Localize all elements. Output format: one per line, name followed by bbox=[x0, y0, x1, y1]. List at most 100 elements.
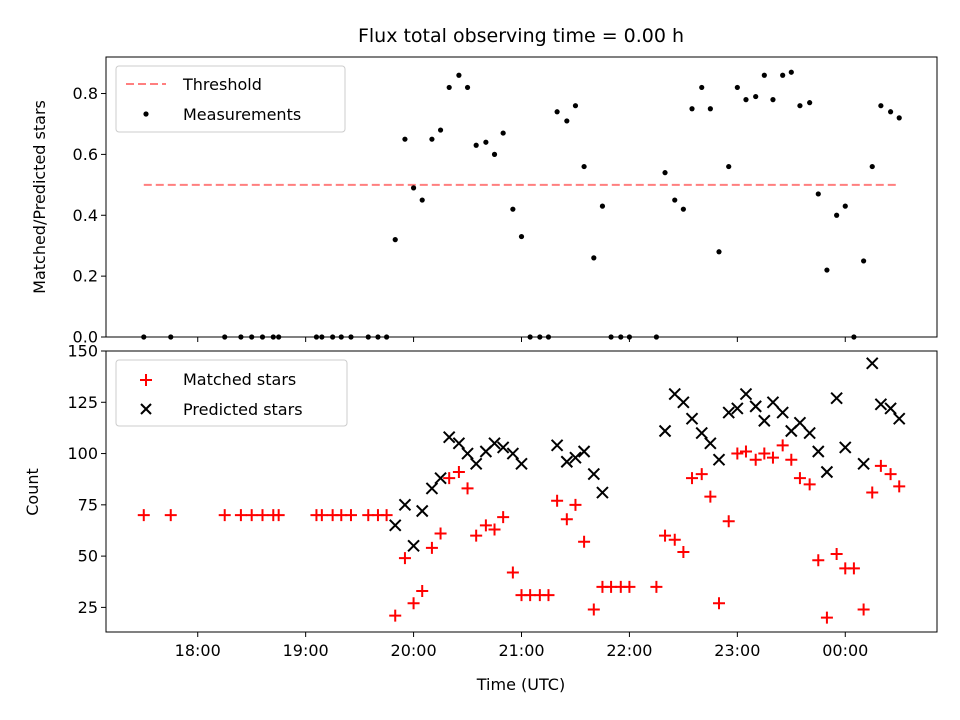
matched-star-point bbox=[434, 527, 447, 540]
x-axis-label: Time (UTC) bbox=[476, 675, 565, 694]
top-panel: 0.00.20.40.60.8 Matched/Predicted stars … bbox=[30, 56, 938, 347]
measurement-point bbox=[878, 103, 884, 109]
bottom-y-tick-label: 125 bbox=[67, 393, 98, 412]
legend-matched-swatch bbox=[140, 374, 152, 386]
predicted-star-point bbox=[442, 430, 456, 444]
matched-star-point bbox=[380, 509, 393, 522]
matched-star-point bbox=[884, 468, 897, 481]
matched-star-point bbox=[461, 482, 474, 495]
matched-star-point bbox=[551, 494, 564, 507]
measurement-point bbox=[464, 84, 471, 91]
predicted-star-point bbox=[685, 412, 699, 425]
measurement-point bbox=[689, 106, 695, 112]
bottom-legend-frame bbox=[115, 359, 348, 427]
bottom-y-tick-label: 100 bbox=[67, 444, 98, 463]
measurement-point bbox=[842, 203, 848, 209]
measurement-point bbox=[734, 84, 740, 91]
measurement-point bbox=[707, 106, 713, 112]
matched-star-point bbox=[749, 453, 762, 466]
matched-star-point bbox=[739, 445, 752, 458]
predicted-star-point bbox=[749, 400, 762, 413]
measurement-point bbox=[834, 212, 840, 218]
legend-predicted-label: Predicted stars bbox=[183, 400, 303, 419]
matched-star-point bbox=[407, 597, 420, 610]
measurement-point bbox=[564, 118, 570, 124]
matched-star-point bbox=[245, 509, 258, 522]
predicted-star-point bbox=[839, 441, 852, 454]
matched-star-point bbox=[272, 509, 285, 522]
predicted-star-point bbox=[704, 437, 717, 450]
measurement-point bbox=[780, 72, 786, 78]
top-legend-frame bbox=[115, 65, 346, 133]
measurement-point bbox=[680, 206, 686, 212]
matched-star-point bbox=[695, 468, 708, 481]
matched-star-point bbox=[234, 509, 247, 522]
bottom-x-tick-label: 19:00 bbox=[283, 641, 329, 660]
measurement-point bbox=[591, 255, 597, 261]
predicted-star-point bbox=[658, 424, 672, 438]
predicted-star-point bbox=[596, 486, 609, 499]
bottom-x-tick-label: 22:00 bbox=[606, 641, 652, 660]
legend-predicted-swatch bbox=[140, 403, 152, 415]
predicted-star-point bbox=[434, 471, 447, 485]
measurement-point bbox=[716, 249, 722, 255]
predicted-star-point bbox=[776, 406, 789, 419]
predicted-star-point bbox=[739, 387, 753, 401]
matched-star-point bbox=[497, 511, 510, 524]
matched-star-point bbox=[847, 562, 860, 575]
measurement-point bbox=[473, 142, 479, 148]
matched-star-point bbox=[137, 509, 150, 522]
matched-star-point bbox=[452, 466, 465, 479]
matched-star-point bbox=[623, 580, 636, 593]
measurement-point bbox=[392, 237, 398, 243]
matched-star-point bbox=[578, 535, 591, 548]
bottom-legend: Matched stars Predicted stars bbox=[115, 359, 348, 427]
matched-star-point bbox=[677, 546, 690, 559]
predicted-star-point bbox=[425, 482, 439, 495]
measurement-point bbox=[429, 136, 435, 142]
matched-star-point bbox=[587, 603, 600, 616]
matched-star-point bbox=[785, 453, 798, 466]
predicted-star-point bbox=[452, 437, 466, 450]
matched-star-point bbox=[758, 447, 771, 460]
matched-star-point bbox=[874, 459, 887, 472]
measurement-point bbox=[896, 115, 902, 121]
predicted-star-point bbox=[398, 498, 412, 512]
matched-star-point bbox=[776, 439, 789, 452]
measurement-point bbox=[410, 185, 417, 191]
predicted-star-point bbox=[560, 455, 574, 468]
bottom-y-tick-label: 25 bbox=[78, 598, 98, 617]
bottom-y-axis-label: Count bbox=[23, 468, 42, 516]
matched-star-point bbox=[830, 548, 843, 561]
matched-star-point bbox=[256, 509, 269, 522]
matched-star-point bbox=[389, 609, 402, 622]
bottom-x-tick-label: 20:00 bbox=[391, 641, 437, 660]
legend-matched-label: Matched stars bbox=[183, 370, 296, 389]
predicted-star-point bbox=[389, 519, 402, 532]
matched-star-point bbox=[344, 509, 357, 522]
matched-star-point bbox=[803, 478, 816, 491]
predicted-star-point bbox=[874, 398, 888, 411]
predicted-star-point bbox=[793, 416, 807, 429]
bottom-x-tick-label: 18:00 bbox=[175, 641, 221, 660]
top-y-tick-label: 0.0 bbox=[73, 328, 98, 347]
predicted-star-point bbox=[812, 445, 825, 458]
measurement-point bbox=[699, 84, 705, 91]
bottom-y-tick-label: 75 bbox=[78, 495, 98, 514]
predicted-star-point bbox=[866, 357, 879, 370]
matched-star-point bbox=[820, 611, 833, 624]
legend-measurements-swatch bbox=[143, 111, 149, 117]
predicted-star-point bbox=[496, 441, 510, 454]
predicted-star-point bbox=[416, 504, 429, 518]
matched-star-point bbox=[659, 529, 672, 542]
matched-star-point bbox=[542, 589, 555, 602]
matched-star-point bbox=[506, 566, 519, 579]
measurement-point bbox=[807, 100, 813, 106]
matched-star-point bbox=[416, 584, 429, 597]
measurement-point bbox=[581, 163, 587, 170]
measurement-point bbox=[788, 69, 794, 75]
bottom-y-ticks: 25 50 75 100 125 150 bbox=[67, 342, 106, 617]
measurement-point bbox=[402, 136, 408, 142]
measurement-point bbox=[770, 97, 776, 103]
